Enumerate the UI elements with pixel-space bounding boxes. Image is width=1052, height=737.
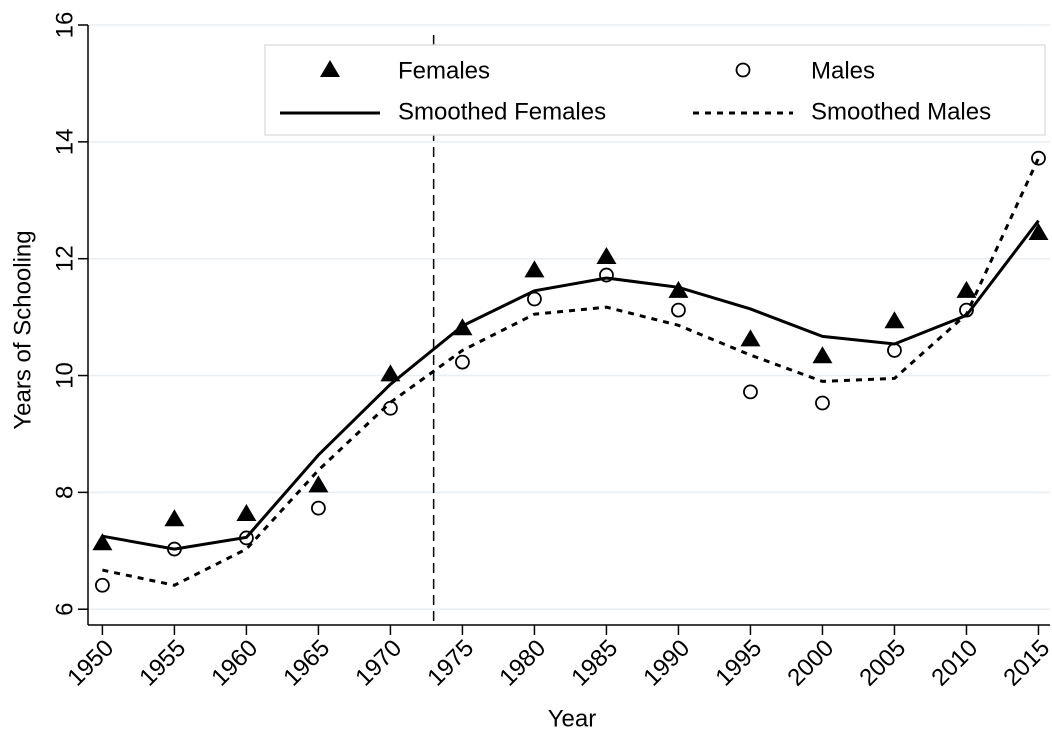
legend-label: Males (811, 57, 875, 84)
triangle-marker (524, 260, 545, 278)
triangle-marker (596, 246, 617, 264)
x-tick-label: 1965 (278, 635, 335, 692)
circle-marker (887, 343, 902, 358)
y-tick-label: 6 (51, 603, 78, 616)
x-tick-label: 1990 (638, 635, 695, 692)
circle-marker (599, 267, 614, 283)
triangle-marker (380, 364, 401, 382)
y-axis-label: Years of Schooling (9, 230, 36, 429)
triangle-marker (884, 311, 905, 329)
triangle-marker (956, 280, 977, 298)
triangle-marker (1028, 222, 1049, 240)
x-tick-label: 1950 (62, 635, 119, 692)
legend-label: Smoothed Females (398, 98, 606, 125)
y-tick-label: 8 (51, 486, 78, 499)
triangle-marker (668, 280, 689, 298)
y-tick-label: 14 (51, 128, 78, 155)
x-tick-label: 2010 (926, 635, 983, 692)
y-tick-label: 12 (51, 245, 78, 272)
x-tick-label: 1995 (710, 635, 767, 692)
x-tick-label: 2000 (782, 635, 839, 692)
x-tick-label: 1960 (206, 635, 263, 692)
y-tick-label: 10 (51, 362, 78, 389)
circle-marker (311, 500, 326, 516)
triangle-marker (740, 329, 761, 347)
circle-marker (527, 291, 542, 307)
x-axis-label: Year (548, 705, 597, 732)
y-tick-label: 16 (51, 12, 78, 39)
triangle-marker (236, 503, 257, 521)
triangle-marker (308, 475, 329, 493)
circle-marker (95, 577, 110, 593)
triangle-marker (92, 533, 113, 551)
legend-label: Females (398, 57, 490, 84)
legend: Females Males Smoothed Females Smoothed Mal… (264, 44, 1046, 136)
circle-marker (815, 395, 830, 411)
circle-marker (455, 354, 470, 370)
series-line (102, 219, 1040, 551)
x-tick-label: 2015 (998, 635, 1052, 692)
x-tick-label: 1980 (494, 635, 551, 692)
triangle-marker (164, 509, 185, 527)
circle-marker (743, 384, 758, 400)
x-tick-label: 1970 (350, 635, 407, 692)
circle-marker (735, 62, 751, 78)
x-tick-label: 2005 (854, 635, 911, 692)
circle-marker (1031, 150, 1046, 166)
legend-label: Smoothed Males (811, 98, 991, 125)
circle-marker (671, 302, 686, 318)
triangle-marker (812, 346, 833, 364)
legend-box (264, 44, 1046, 136)
x-tick-label: 1985 (566, 635, 623, 692)
x-tick-label: 1975 (422, 635, 479, 692)
triangle-marker (320, 60, 340, 77)
series-line (102, 157, 1040, 587)
x-tick-label: 1955 (134, 635, 191, 692)
